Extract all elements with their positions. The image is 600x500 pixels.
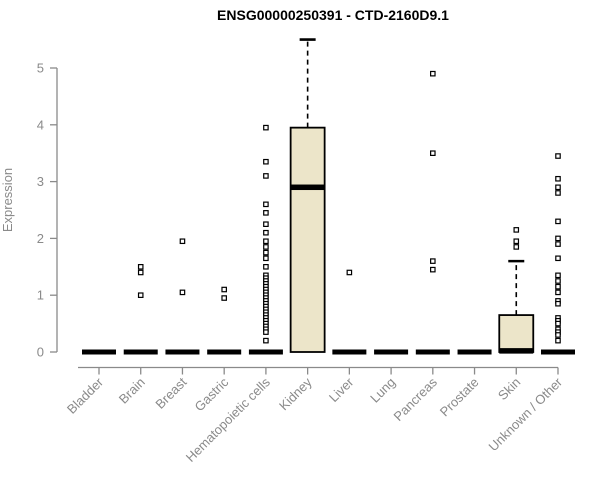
median-skin bbox=[499, 348, 534, 354]
x-tick-label-prostate: Prostate bbox=[437, 375, 482, 420]
y-tick-label-1: 1 bbox=[37, 288, 44, 303]
outlier-point-brain bbox=[137, 269, 144, 276]
outlier-point-unknown-other bbox=[555, 235, 561, 242]
median-kidney bbox=[290, 184, 325, 191]
outlier-point-unknown-other bbox=[555, 241, 561, 247]
median-hematopoietic-cells bbox=[248, 349, 283, 355]
x-tick-label-breast: Breast bbox=[152, 374, 189, 411]
outlier-point-breast bbox=[179, 238, 186, 245]
outlier-point-unknown-other bbox=[555, 278, 561, 284]
outlier-point-unknown-other bbox=[555, 332, 561, 338]
y-tick-label-5: 5 bbox=[37, 61, 44, 76]
median-bladder bbox=[82, 349, 116, 355]
outlier-point-pancreas bbox=[430, 266, 436, 273]
outlier-point-unknown-other bbox=[555, 218, 561, 225]
outlier-point-hematopoietic-cells bbox=[263, 210, 269, 216]
median-liver bbox=[332, 349, 367, 355]
outlier-point-unknown-other bbox=[555, 175, 561, 182]
outlier-point-unknown-other bbox=[555, 320, 561, 327]
outlier-point-gastric bbox=[221, 295, 227, 301]
chart-title: ENSG00000250391 - CTD-2160D9.1 bbox=[217, 7, 449, 23]
median-brain bbox=[123, 349, 158, 355]
outlier-point-pancreas bbox=[430, 150, 436, 157]
median-pancreas bbox=[415, 349, 450, 355]
x-tick-label-pancreas: Pancreas bbox=[390, 374, 440, 424]
outlier-point-brain bbox=[137, 292, 144, 299]
x-tick-label-lung: Lung bbox=[367, 375, 398, 406]
outlier-point-hematopoietic-cells bbox=[263, 173, 269, 179]
outlier-point-unknown-other bbox=[555, 283, 561, 290]
median-lung bbox=[374, 349, 409, 355]
outlier-point-hematopoietic-cells bbox=[263, 221, 269, 228]
y-axis-title: Expression bbox=[0, 168, 15, 232]
x-tick-label-skin: Skin bbox=[495, 375, 523, 403]
outlier-point-brain bbox=[137, 264, 144, 270]
outlier-point-pancreas bbox=[430, 258, 436, 264]
median-gastric bbox=[207, 349, 242, 355]
box-kidney bbox=[289, 126, 326, 353]
median-unknown-other bbox=[540, 349, 575, 355]
outlier-point-skin bbox=[513, 244, 520, 250]
y-tick-label-0: 0 bbox=[37, 345, 44, 360]
outlier-point-gastric bbox=[221, 286, 227, 293]
outlier-point-unknown-other bbox=[555, 289, 561, 296]
outlier-point-breast bbox=[179, 289, 186, 296]
outlier-point-hematopoietic-cells bbox=[263, 255, 269, 262]
outlier-point-unknown-other bbox=[555, 190, 561, 196]
y-tick-label-3: 3 bbox=[37, 174, 44, 189]
box-skin bbox=[498, 314, 535, 353]
median-breast bbox=[165, 349, 200, 355]
outlier-point-unknown-other bbox=[555, 337, 561, 344]
outlier-point-skin bbox=[513, 227, 520, 233]
x-tick-label-unknown-other: Unknown / Other bbox=[486, 374, 566, 454]
x-tick-label-kidney: Kidney bbox=[276, 374, 315, 413]
outlier-point-pancreas bbox=[430, 70, 436, 77]
outlier-point-unknown-other bbox=[555, 255, 561, 262]
outlier-point-hematopoietic-cells bbox=[263, 329, 269, 335]
median-prostate bbox=[457, 349, 492, 355]
outlier-point-hematopoietic-cells bbox=[263, 244, 269, 250]
outlier-point-hematopoietic-cells bbox=[263, 229, 269, 236]
outlier-point-hematopoietic-cells bbox=[263, 124, 269, 131]
outlier-point-hematopoietic-cells bbox=[263, 264, 269, 270]
outlier-point-skin bbox=[513, 238, 520, 245]
outlier-point-hematopoietic-cells bbox=[263, 249, 269, 256]
outlier-point-hematopoietic-cells bbox=[263, 158, 269, 165]
outlier-point-hematopoietic-cells bbox=[263, 238, 269, 245]
outlier-point-hematopoietic-cells bbox=[263, 201, 269, 208]
y-tick-label-4: 4 bbox=[37, 117, 44, 132]
x-tick-label-bladder: Bladder bbox=[64, 374, 107, 417]
x-tick-label-brain: Brain bbox=[116, 375, 148, 407]
outlier-point-liver bbox=[346, 269, 353, 276]
x-tick-label-liver: Liver bbox=[326, 374, 357, 405]
outlier-point-unknown-other bbox=[555, 272, 561, 279]
outlier-point-unknown-other bbox=[555, 300, 561, 307]
x-tick-label-gastric: Gastric bbox=[192, 374, 232, 414]
outlier-point-unknown-other bbox=[555, 184, 561, 191]
y-tick-label-2: 2 bbox=[37, 231, 44, 246]
outlier-point-hematopoietic-cells bbox=[263, 337, 269, 344]
outlier-point-unknown-other bbox=[555, 153, 561, 159]
